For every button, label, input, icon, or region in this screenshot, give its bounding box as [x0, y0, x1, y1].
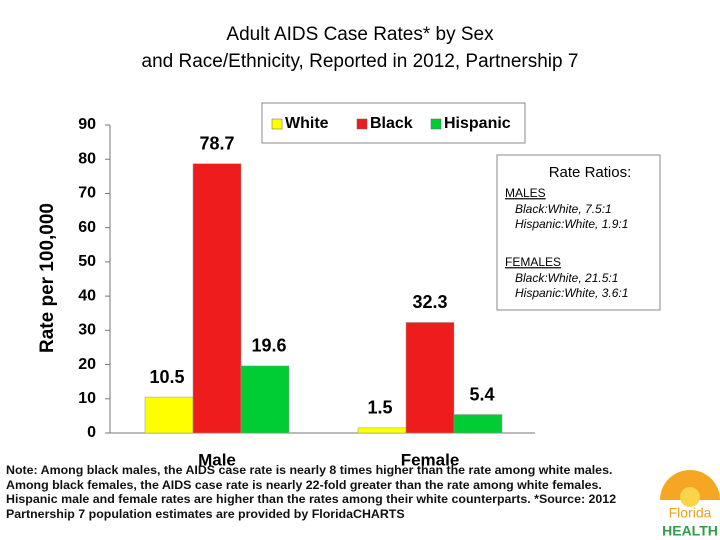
y-axis-label: Rate per 100,000 — [37, 203, 58, 353]
y-tick-label: 90 — [78, 116, 96, 133]
bar — [453, 414, 503, 434]
value-label: 32.3 — [412, 292, 447, 312]
logo-text: HEALTH — [662, 523, 718, 539]
y-tick-label: 80 — [78, 150, 96, 167]
note: Note: Among black males, the AIDS case r… — [6, 463, 617, 521]
y-tick-label: 10 — [78, 390, 96, 407]
annotation-box — [496, 154, 661, 311]
annotation-title: Rate Ratios: — [549, 164, 632, 181]
value-label: 1.5 — [367, 398, 392, 418]
y-tick-label: 20 — [78, 356, 96, 373]
annotation-heading: MALES — [505, 186, 546, 200]
value-label: 5.4 — [469, 384, 494, 404]
logo-sun — [660, 470, 720, 500]
bar — [144, 396, 194, 434]
bar — [192, 163, 242, 434]
y-tick-label: 40 — [78, 287, 96, 304]
legend-swatch — [430, 118, 442, 130]
value-label: 78.7 — [199, 133, 234, 153]
legend-swatch — [356, 118, 368, 130]
chart-title: Adult AIDS Case Rates* by Sex — [226, 24, 494, 45]
bar — [357, 427, 407, 434]
legend-label: Hispanic — [444, 115, 511, 132]
annotation-line: Black:White, 7.5:1 — [515, 202, 612, 216]
logo-sun-core — [680, 487, 700, 507]
chart-title: and Race/Ethnicity, Reported in 2012, Pa… — [142, 51, 579, 72]
y-tick-label: 70 — [78, 185, 96, 202]
logo — [660, 470, 720, 507]
y-tick-label: 0 — [87, 424, 96, 441]
annotation-line: Black:White, 21.5:1 — [515, 271, 618, 285]
annotation-line: Hispanic:White, 3.6:1 — [515, 286, 628, 300]
bar — [240, 365, 290, 434]
value-label: 19.6 — [251, 336, 286, 356]
legend-swatch — [271, 118, 283, 130]
legend-label: Black — [370, 115, 413, 132]
legend-box — [261, 102, 526, 144]
y-tick-label: 60 — [78, 219, 96, 236]
annotation-heading: FEMALES — [505, 255, 561, 269]
value-label: 10.5 — [149, 367, 184, 387]
x-tick-label: Male — [198, 450, 236, 469]
bar — [405, 322, 455, 434]
annotation-line: Hispanic:White, 1.9:1 — [515, 217, 628, 231]
logo-text: Florida — [669, 505, 712, 521]
y-tick-label: 50 — [78, 253, 96, 270]
x-tick-label: Female — [401, 450, 460, 469]
legend-label: White — [285, 115, 329, 132]
y-tick-label: 30 — [78, 322, 96, 339]
